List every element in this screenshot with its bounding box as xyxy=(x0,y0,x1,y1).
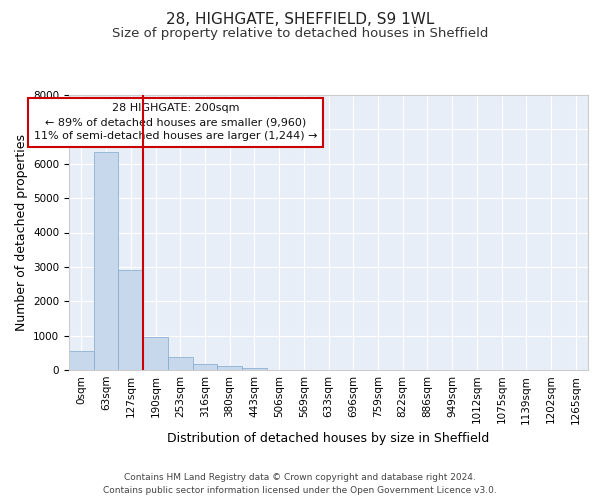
Bar xyxy=(69,351,94,370)
Text: Contains public sector information licensed under the Open Government Licence v3: Contains public sector information licen… xyxy=(103,486,497,495)
X-axis label: Distribution of detached houses by size in Sheffield: Distribution of detached houses by size … xyxy=(167,432,490,445)
Text: 28 HIGHGATE: 200sqm
← 89% of detached houses are smaller (9,960)
11% of semi-det: 28 HIGHGATE: 200sqm ← 89% of detached ho… xyxy=(34,104,317,141)
Text: 28, HIGHGATE, SHEFFIELD, S9 1WL: 28, HIGHGATE, SHEFFIELD, S9 1WL xyxy=(166,12,434,28)
Bar xyxy=(168,357,193,370)
Text: Size of property relative to detached houses in Sheffield: Size of property relative to detached ho… xyxy=(112,28,488,40)
Bar xyxy=(118,270,143,370)
Text: Contains HM Land Registry data © Crown copyright and database right 2024.: Contains HM Land Registry data © Crown c… xyxy=(124,472,476,482)
Bar xyxy=(242,368,267,370)
Bar xyxy=(217,366,242,370)
Bar xyxy=(193,364,217,370)
Bar xyxy=(94,152,118,370)
Y-axis label: Number of detached properties: Number of detached properties xyxy=(14,134,28,331)
Bar xyxy=(143,337,168,370)
